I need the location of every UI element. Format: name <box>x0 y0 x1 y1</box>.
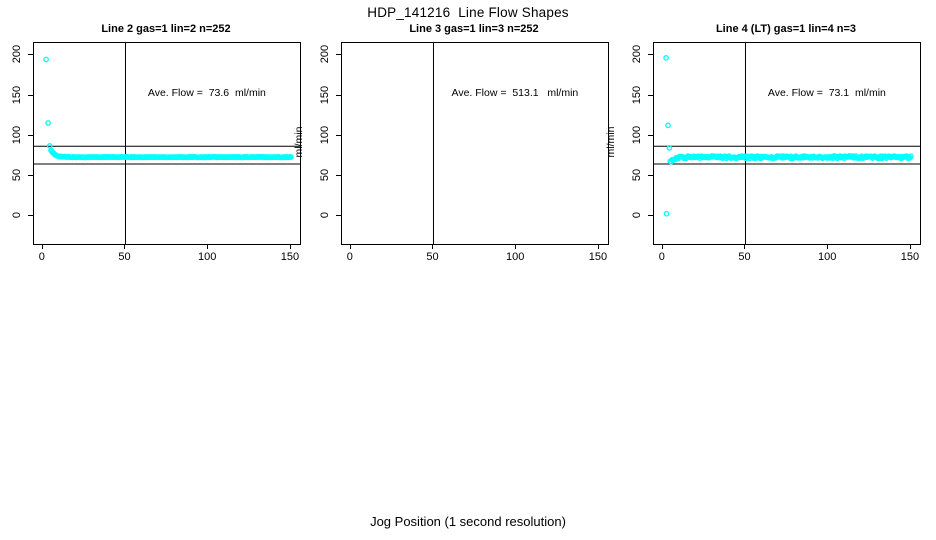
y-tick-mark <box>648 215 653 217</box>
x-tick-mark <box>744 244 746 249</box>
x-tick-mark <box>597 244 599 249</box>
x-tick-label: 150 <box>588 251 608 263</box>
y-tick-mark <box>336 175 341 176</box>
y-tick-label: 100 <box>11 125 23 144</box>
x-tick-label: 100 <box>818 251 837 263</box>
panel-line3: Line 3 gas=1 lin=3 n=252 ml/min Ave. Flo… <box>293 0 624 280</box>
y-tick-mark <box>648 94 653 96</box>
plot-area: Ave. Flow = 513.1 ml/min <box>341 42 609 245</box>
x-tick-mark <box>289 244 291 249</box>
x-tick-label: 0 <box>658 251 665 263</box>
x-tick-label: 150 <box>900 251 920 263</box>
x-tick-mark <box>349 244 351 249</box>
plot-area: Ave. Flow = 73.6 ml/min <box>33 42 301 245</box>
y-tick-mark <box>336 54 341 56</box>
y-tick-label: 100 <box>319 125 331 144</box>
y-tick-label: 100 <box>631 125 643 144</box>
x-tick-label: 100 <box>506 251 525 263</box>
y-tick-mark <box>648 54 653 56</box>
y-tick-label: 0 <box>319 212 331 219</box>
y-tick-mark <box>648 134 653 136</box>
y-tick-label: 200 <box>11 45 23 64</box>
panel-title: Line 4 (LT) gas=1 lin=4 n=3 <box>715 23 857 35</box>
panel-line4: Line 4 (LT) gas=1 lin=4 n=3 ml/min Ave. … <box>605 0 936 280</box>
y-tick-mark <box>28 54 33 56</box>
y-tick-mark <box>336 215 341 217</box>
y-tick-mark <box>336 94 341 96</box>
panel-title: Line 2 gas=1 lin=2 n=252 <box>101 23 231 35</box>
plot-area: Ave. Flow = 73.1 ml/min <box>653 42 921 245</box>
x-tick-mark <box>909 244 911 249</box>
x-tick-mark <box>41 244 43 249</box>
x-tick-mark <box>432 244 434 249</box>
ave-flow-annotation: Ave. Flow = 73.1 ml/min <box>767 87 886 99</box>
y-tick-mark <box>336 134 341 136</box>
main-title: HDP_141216 Line Flow Shapes <box>367 5 569 20</box>
x-tick-label: 50 <box>118 251 131 263</box>
y-tick-label: 0 <box>631 212 643 219</box>
y-tick-label: 0 <box>11 212 23 219</box>
plot-points-svg <box>432 43 434 244</box>
panel-line2: Line 2 gas=1 lin=2 n=252 ml/min Ave. Flo… <box>0 0 316 280</box>
plot-points-svg <box>34 43 300 244</box>
y-tick-label: 50 <box>631 168 643 182</box>
y-tick-mark <box>28 134 33 136</box>
y-tick-mark <box>28 175 33 176</box>
x-tick-mark <box>124 244 126 249</box>
x-tick-mark <box>827 244 829 249</box>
panel-title: Line 3 gas=1 lin=3 n=252 <box>409 23 539 35</box>
x-axis-title: Jog Position (1 second resolution) <box>370 514 566 529</box>
plot-points-svg <box>654 43 920 244</box>
y-tick-label: 200 <box>631 45 643 64</box>
y-tick-label: 150 <box>11 85 23 104</box>
y-tick-label: 200 <box>319 45 331 64</box>
y-tick-mark <box>648 175 653 176</box>
ave-flow-annotation: Ave. Flow = 513.1 ml/min <box>451 87 579 99</box>
x-tick-mark <box>515 244 517 249</box>
x-tick-mark <box>207 244 209 249</box>
y-tick-label: 150 <box>631 85 643 104</box>
y-tick-mark <box>28 94 33 96</box>
x-tick-label: 100 <box>198 251 217 263</box>
y-tick-label: 150 <box>319 85 331 104</box>
ave-flow-annotation: Ave. Flow = 73.6 ml/min <box>147 87 266 99</box>
y-axis-label: ml/min <box>605 126 617 158</box>
y-tick-label: 50 <box>319 168 331 182</box>
y-tick-mark <box>28 215 33 217</box>
y-axis-label: ml/min <box>293 126 305 158</box>
x-tick-mark <box>661 244 663 249</box>
x-tick-label: 50 <box>426 251 439 263</box>
x-tick-label: 150 <box>280 251 300 263</box>
x-tick-label: 0 <box>346 251 353 263</box>
x-tick-label: 50 <box>738 251 751 263</box>
x-tick-label: 0 <box>38 251 45 263</box>
y-tick-label: 50 <box>11 168 23 182</box>
